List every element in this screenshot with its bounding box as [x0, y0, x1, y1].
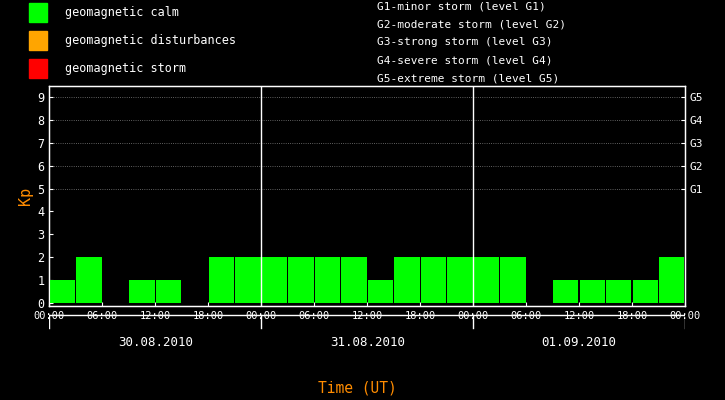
Bar [209, 257, 234, 302]
Text: geomagnetic storm: geomagnetic storm [65, 62, 186, 75]
Text: G5-extreme storm (level G5): G5-extreme storm (level G5) [377, 73, 559, 83]
Text: 01.09.2010: 01.09.2010 [542, 336, 617, 349]
Bar [262, 257, 287, 302]
Text: 31.08.2010: 31.08.2010 [330, 336, 405, 349]
Text: geomagnetic disturbances: geomagnetic disturbances [65, 34, 236, 47]
Bar [76, 257, 102, 302]
Bar [368, 280, 393, 302]
Bar [447, 257, 473, 302]
Bar [580, 280, 605, 302]
Bar [236, 257, 260, 302]
FancyBboxPatch shape [29, 3, 47, 22]
FancyBboxPatch shape [29, 31, 47, 50]
Y-axis label: Kp: Kp [18, 187, 33, 205]
Text: 30.08.2010: 30.08.2010 [117, 336, 193, 349]
Bar [156, 280, 181, 302]
Bar [553, 280, 579, 302]
Text: G3-strong storm (level G3): G3-strong storm (level G3) [377, 37, 552, 47]
Bar [394, 257, 420, 302]
Text: geomagnetic calm: geomagnetic calm [65, 6, 179, 19]
Bar [315, 257, 340, 302]
Bar [420, 257, 446, 302]
Bar [500, 257, 526, 302]
Bar [341, 257, 367, 302]
Bar [606, 280, 631, 302]
Bar [50, 280, 75, 302]
Bar [474, 257, 499, 302]
Bar [289, 257, 314, 302]
Text: Time (UT): Time (UT) [318, 380, 397, 395]
FancyBboxPatch shape [29, 59, 47, 78]
Bar [633, 280, 658, 302]
Text: G2-moderate storm (level G2): G2-moderate storm (level G2) [377, 20, 566, 30]
Text: G4-severe storm (level G4): G4-severe storm (level G4) [377, 55, 552, 65]
Text: G1-minor storm (level G1): G1-minor storm (level G1) [377, 2, 546, 12]
Bar [130, 280, 154, 302]
Bar [659, 257, 684, 302]
